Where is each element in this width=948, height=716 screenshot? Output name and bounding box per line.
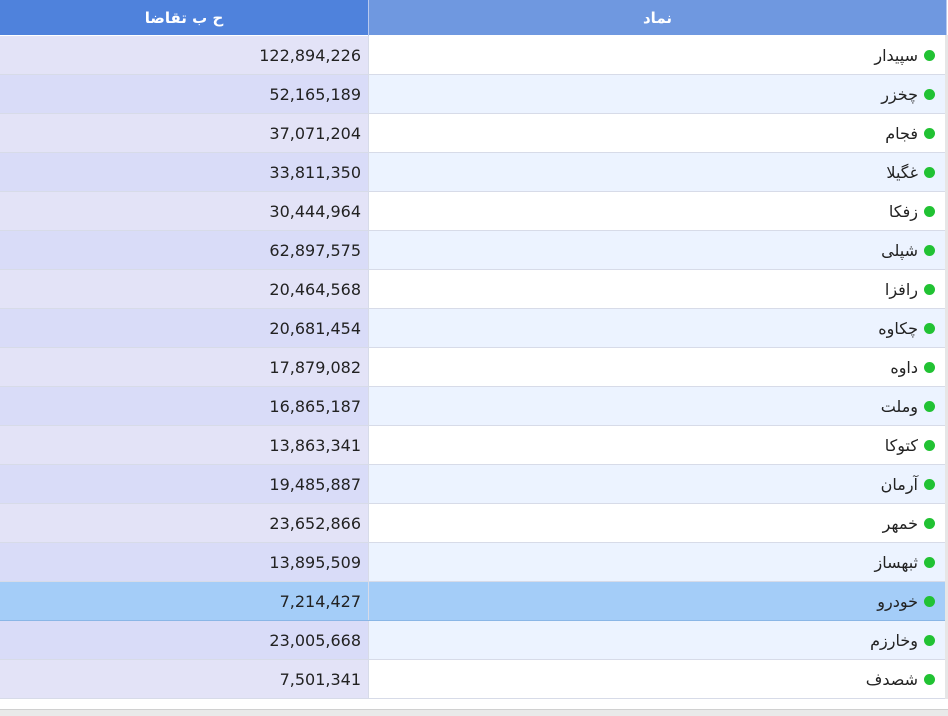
demand-value: 30,444,964 xyxy=(0,191,369,231)
table-row[interactable]: 37,071,204 فجام xyxy=(0,113,948,153)
table-row[interactable]: 33,811,350 غگیلا xyxy=(0,152,948,192)
table-row[interactable]: 20,681,454 چکاوه xyxy=(0,308,948,348)
symbol-cell[interactable]: کتوکا xyxy=(368,425,948,465)
symbol-name: ثبهساز xyxy=(874,553,918,572)
table-row[interactable]: 19,485,887 آرمان xyxy=(0,464,948,504)
table-row[interactable]: 13,895,509 ثبهساز xyxy=(0,542,948,582)
status-dot-icon xyxy=(924,167,935,178)
symbol-name: داوه xyxy=(890,358,918,377)
table-row[interactable]: 13,863,341 کتوکا xyxy=(0,425,948,465)
demand-value: 7,501,341 xyxy=(0,659,369,699)
table-row[interactable]: 52,165,189 چخزر xyxy=(0,74,948,114)
table-row[interactable]: 17,879,082 داوه xyxy=(0,347,948,387)
status-dot-icon xyxy=(924,635,935,646)
demand-value: 7,214,427 xyxy=(0,581,369,621)
status-dot-icon xyxy=(924,89,935,100)
demand-value: 52,165,189 xyxy=(0,74,369,114)
table-row[interactable]: 122,894,226 سپیدار xyxy=(0,35,948,75)
status-dot-icon xyxy=(924,440,935,451)
demand-value: 17,879,082 xyxy=(0,347,369,387)
demand-value: 122,894,226 xyxy=(0,35,369,75)
status-dot-icon xyxy=(924,323,935,334)
demand-value: 13,895,509 xyxy=(0,542,369,582)
column-header-demand[interactable]: ح ب تقاضا xyxy=(0,0,369,36)
symbol-cell[interactable]: زفکا xyxy=(368,191,948,231)
demand-value: 62,897,575 xyxy=(0,230,369,270)
symbol-name: شصدف xyxy=(865,670,918,689)
table-row[interactable]: 7,501,341 شصدف xyxy=(0,659,948,699)
status-dot-icon xyxy=(924,596,935,607)
status-dot-icon xyxy=(924,557,935,568)
status-dot-icon xyxy=(924,284,935,295)
demand-value: 23,005,668 xyxy=(0,620,369,660)
status-dot-icon xyxy=(924,50,935,61)
symbol-name: سپیدار xyxy=(874,46,918,65)
symbol-cell[interactable]: آرمان xyxy=(368,464,948,504)
table-header-row: ح ب تقاضا نماد xyxy=(0,0,947,36)
symbol-demand-table: ح ب تقاضا نماد 122,894,226 سپیدار 52,165,1… xyxy=(0,0,948,699)
symbol-name: وخارزم xyxy=(870,631,918,650)
table-row[interactable]: 20,464,568 رافزا xyxy=(0,269,948,309)
table-row[interactable]: 30,444,964 زفکا xyxy=(0,191,948,231)
symbol-cell[interactable]: غگیلا xyxy=(368,152,948,192)
demand-value: 37,071,204 xyxy=(0,113,369,153)
symbol-name: خمهر xyxy=(882,514,918,533)
demand-value: 23,652,866 xyxy=(0,503,369,543)
status-dot-icon xyxy=(924,674,935,685)
symbol-cell[interactable]: خودرو xyxy=(368,581,948,621)
table-row[interactable]: 23,005,668 وخارزم xyxy=(0,620,948,660)
symbol-name: شپلی xyxy=(881,241,918,260)
demand-value: 13,863,341 xyxy=(0,425,369,465)
status-dot-icon xyxy=(924,518,935,529)
demand-value: 33,811,350 xyxy=(0,152,369,192)
symbol-name: وملت xyxy=(880,397,918,416)
demand-value: 20,464,568 xyxy=(0,269,369,309)
symbol-name: آرمان xyxy=(880,475,918,494)
demand-value: 20,681,454 xyxy=(0,308,369,348)
symbol-name: رافزا xyxy=(884,280,918,299)
symbol-name: زفکا xyxy=(888,202,918,221)
symbol-name: چخزر xyxy=(881,85,918,104)
symbol-cell[interactable]: شصدف xyxy=(368,659,948,699)
symbol-cell[interactable]: خمهر xyxy=(368,503,948,543)
column-header-symbol[interactable]: نماد xyxy=(368,0,947,36)
horizontal-scrollbar[interactable] xyxy=(0,709,948,716)
symbol-name: خودرو xyxy=(877,592,918,611)
symbol-name: چکاوه xyxy=(878,319,918,338)
symbol-cell[interactable]: وخارزم xyxy=(368,620,948,660)
status-dot-icon xyxy=(924,479,935,490)
table-row[interactable]: 7,214,427 خودرو xyxy=(0,581,948,621)
status-dot-icon xyxy=(924,401,935,412)
table-row[interactable]: 16,865,187 وملت xyxy=(0,386,948,426)
demand-value: 16,865,187 xyxy=(0,386,369,426)
table-row[interactable]: 62,897,575 شپلی xyxy=(0,230,948,270)
status-dot-icon xyxy=(924,362,935,373)
symbol-cell[interactable]: فجام xyxy=(368,113,948,153)
table-row[interactable]: 23,652,866 خمهر xyxy=(0,503,948,543)
status-dot-icon xyxy=(924,128,935,139)
demand-value: 19,485,887 xyxy=(0,464,369,504)
symbol-name: فجام xyxy=(885,124,918,143)
table-body: 122,894,226 سپیدار 52,165,189 چخزر 37,071,20… xyxy=(0,35,948,699)
symbol-cell[interactable]: وملت xyxy=(368,386,948,426)
symbol-name: کتوکا xyxy=(884,436,918,455)
status-dot-icon xyxy=(924,206,935,217)
symbol-cell[interactable]: شپلی xyxy=(368,230,948,270)
status-dot-icon xyxy=(924,245,935,256)
symbol-cell[interactable]: سپیدار xyxy=(368,35,948,75)
symbol-cell[interactable]: چکاوه xyxy=(368,308,948,348)
symbol-cell[interactable]: چخزر xyxy=(368,74,948,114)
symbol-name: غگیلا xyxy=(886,163,918,182)
symbol-cell[interactable]: داوه xyxy=(368,347,948,387)
symbol-cell[interactable]: ثبهساز xyxy=(368,542,948,582)
symbol-cell[interactable]: رافزا xyxy=(368,269,948,309)
